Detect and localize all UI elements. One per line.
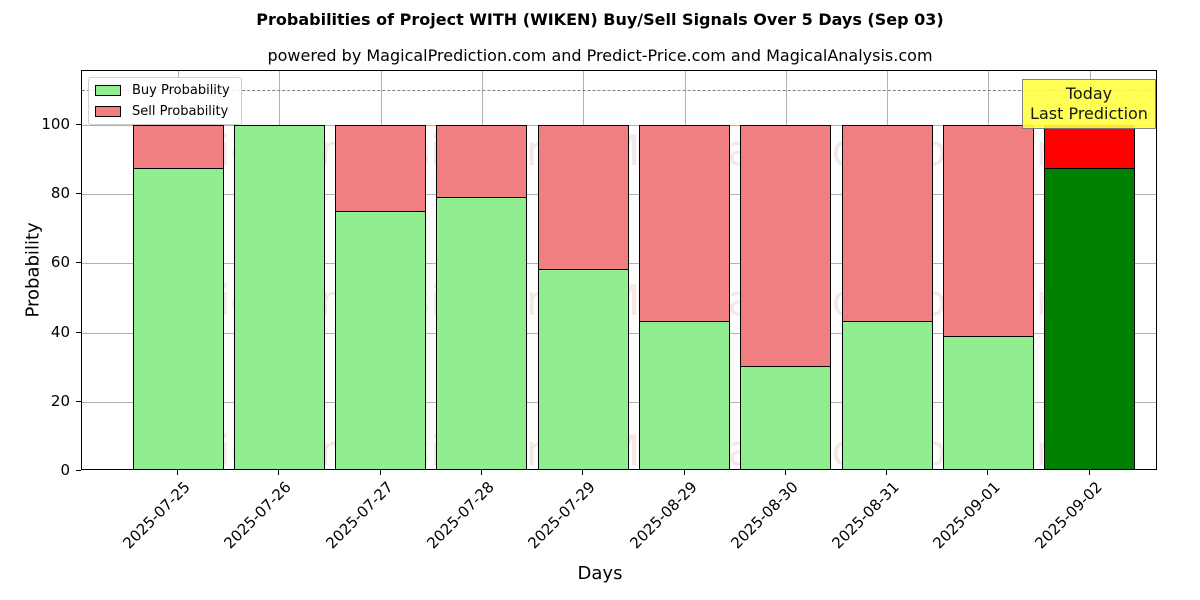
- y-tick-label: 20: [50, 391, 70, 410]
- bar-sell: [132, 125, 224, 169]
- y-tick-mark: [76, 262, 81, 264]
- y-tick-label: 100: [41, 115, 70, 133]
- bar-sell: [841, 125, 933, 322]
- bar-sell: [335, 125, 427, 213]
- annotation-line2: Last Prediction: [1030, 104, 1148, 123]
- bar-buy: [537, 268, 629, 469]
- legend-item-buy: Buy Probability: [95, 83, 230, 98]
- bar-sell: [740, 125, 832, 368]
- x-tick-label: 2025-08-30: [727, 478, 802, 553]
- bar-buy: [942, 336, 1034, 469]
- y-tick-label: 0: [60, 461, 70, 479]
- bar-buy: [639, 320, 730, 469]
- bar-buy: [335, 211, 427, 469]
- x-tick-label: 2025-08-29: [625, 478, 701, 553]
- bar-sell: [639, 125, 730, 322]
- x-tick-mark: [480, 470, 482, 475]
- bar-sell: [436, 125, 528, 198]
- x-tick-label: 2025-07-29: [524, 478, 599, 553]
- y-tick-mark: [76, 470, 81, 471]
- x-tick-label: 2025-09-01: [929, 478, 1005, 553]
- bar-buy: [841, 320, 933, 469]
- legend-label-sell: Sell Probability: [132, 104, 229, 119]
- x-tick-mark: [379, 470, 381, 475]
- sell-swatch-icon: [95, 106, 121, 117]
- bar-buy: [436, 196, 528, 469]
- annotation-line1: Today: [1065, 84, 1113, 103]
- bar-buy: [132, 167, 224, 469]
- y-axis-label: Probability: [22, 222, 44, 318]
- y-tick-mark: [76, 331, 81, 333]
- legend-label-buy: Buy Probability: [132, 83, 230, 98]
- x-tick-mark: [582, 470, 584, 475]
- x-tick-mark: [278, 470, 280, 475]
- bar-buy: [1044, 167, 1136, 469]
- chart-title: Probabilities of Project WITH (WIKEN) Bu…: [256, 10, 944, 29]
- x-tick-label: 2025-09-02: [1031, 478, 1106, 553]
- bar-buy: [740, 366, 832, 469]
- reference-line: [82, 90, 1156, 92]
- bar-buy: [233, 125, 325, 469]
- bar-sell: [537, 125, 629, 270]
- x-tick-mark: [177, 470, 178, 475]
- x-tick-label: 2025-07-25: [119, 478, 194, 553]
- plot-area: MagicalAnalysis.comMagicalPrediction.com…: [81, 70, 1157, 470]
- buy-swatch-icon: [95, 85, 121, 96]
- x-tick-label: 2025-08-31: [828, 478, 903, 553]
- y-tick-mark: [76, 124, 81, 125]
- chart-subtitle: powered by MagicalPrediction.com and Pre…: [267, 46, 933, 65]
- y-tick-label: 40: [50, 322, 70, 341]
- y-tick-label: 60: [50, 253, 70, 272]
- y-tick-mark: [76, 193, 81, 195]
- x-axis-label: Days: [577, 563, 623, 584]
- bar-sell: [942, 125, 1034, 338]
- x-tick-label: 2025-07-27: [321, 478, 397, 553]
- legend-item-sell: Sell Probability: [95, 104, 228, 119]
- legend: Buy Probability Sell Probability: [88, 77, 242, 125]
- x-tick-label: 2025-07-28: [423, 478, 498, 553]
- x-tick-label: 2025-07-26: [220, 478, 296, 553]
- x-tick-mark: [683, 470, 685, 475]
- x-tick-mark: [886, 470, 888, 475]
- bar-sell: [1044, 125, 1136, 169]
- x-tick-mark: [987, 470, 989, 475]
- today-annotation: Today Last Prediction: [1022, 79, 1156, 129]
- x-tick-mark: [1088, 470, 1090, 475]
- x-tick-mark: [784, 470, 786, 475]
- y-tick-mark: [76, 400, 81, 402]
- y-tick-label: 80: [50, 184, 70, 203]
